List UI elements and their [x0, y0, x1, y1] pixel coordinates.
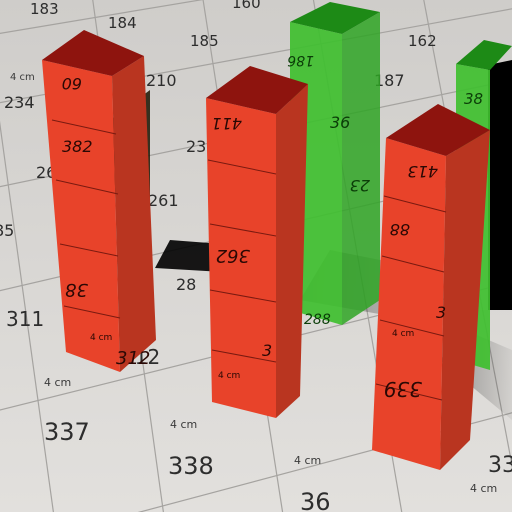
floor-tile-label: 36 — [300, 488, 331, 512]
floor-tile-label: 85 — [0, 221, 14, 240]
pillar-face-label: 312 — [116, 348, 150, 369]
pillar-face-label: 362 — [216, 245, 250, 266]
pillar-face-label: 36 — [330, 113, 350, 132]
floor-tile-label: 311 — [6, 307, 44, 331]
pillar-unit-label: 4 cm — [90, 333, 112, 343]
pillar-face-label: 3 — [436, 303, 446, 322]
floor-tile-label: 337 — [44, 418, 90, 446]
red-pillar-3: 413 88 3 339 4 cm — [372, 104, 490, 470]
pillar-face-label: 382 — [62, 137, 93, 156]
pillar-face-label: 3 — [262, 341, 272, 360]
pillar-unit-label: 4 cm — [392, 329, 414, 339]
pillar-face-label: 288 — [304, 312, 331, 328]
pillar-unit-label: 4 cm — [218, 371, 240, 381]
floor-tile-label: 183 — [30, 0, 59, 18]
pillar-face-label: 413 — [407, 162, 438, 181]
pillar-face-label: 88 — [390, 220, 410, 239]
floor-tile-label: 160 — [232, 0, 261, 12]
pillar-face-label: 38 — [65, 279, 88, 300]
unit-label: 4 cm — [44, 376, 71, 389]
pillar-face-label: 60 — [62, 74, 82, 93]
pillar-face-label: 339 — [384, 377, 422, 401]
unit-label: 4 cm — [170, 418, 197, 431]
unit-label: 4 cm — [470, 482, 497, 495]
floor-tile-label: 162 — [408, 32, 437, 50]
floor-tile-label: 338 — [168, 452, 214, 480]
floor-tile-label: 33 — [488, 453, 512, 478]
unit-label: 4 cm — [10, 72, 35, 83]
floor-unit-labels: 4 cm 4 cm 4 cm 4 cm 4 cm — [10, 72, 497, 495]
floor-tile-label: 184 — [108, 14, 137, 32]
red-pillar-2: 411 362 3 4 cm — [206, 66, 308, 418]
unit-label: 4 cm — [294, 454, 321, 467]
pillar-face-label: 186 — [287, 52, 314, 68]
floor-tile-label: 28 — [176, 275, 196, 294]
pillar-face-label: 411 — [211, 114, 242, 133]
floor-tile-label: 234 — [4, 93, 35, 112]
pillar-face-label: 38 — [464, 90, 483, 108]
floor-tile-label: 261 — [148, 191, 179, 210]
red-pillar-1: 60 382 38 312 4 cm — [42, 30, 156, 372]
floor-tile-label: 23 — [186, 137, 206, 156]
floor-tile-label: 187 — [374, 71, 405, 90]
floor-tile-label: 185 — [190, 32, 219, 50]
pillar-face-label: 23 — [350, 176, 370, 195]
green-pillar-1: 186 36 23 288 — [287, 2, 380, 328]
floor-tile-label: 210 — [146, 71, 177, 90]
